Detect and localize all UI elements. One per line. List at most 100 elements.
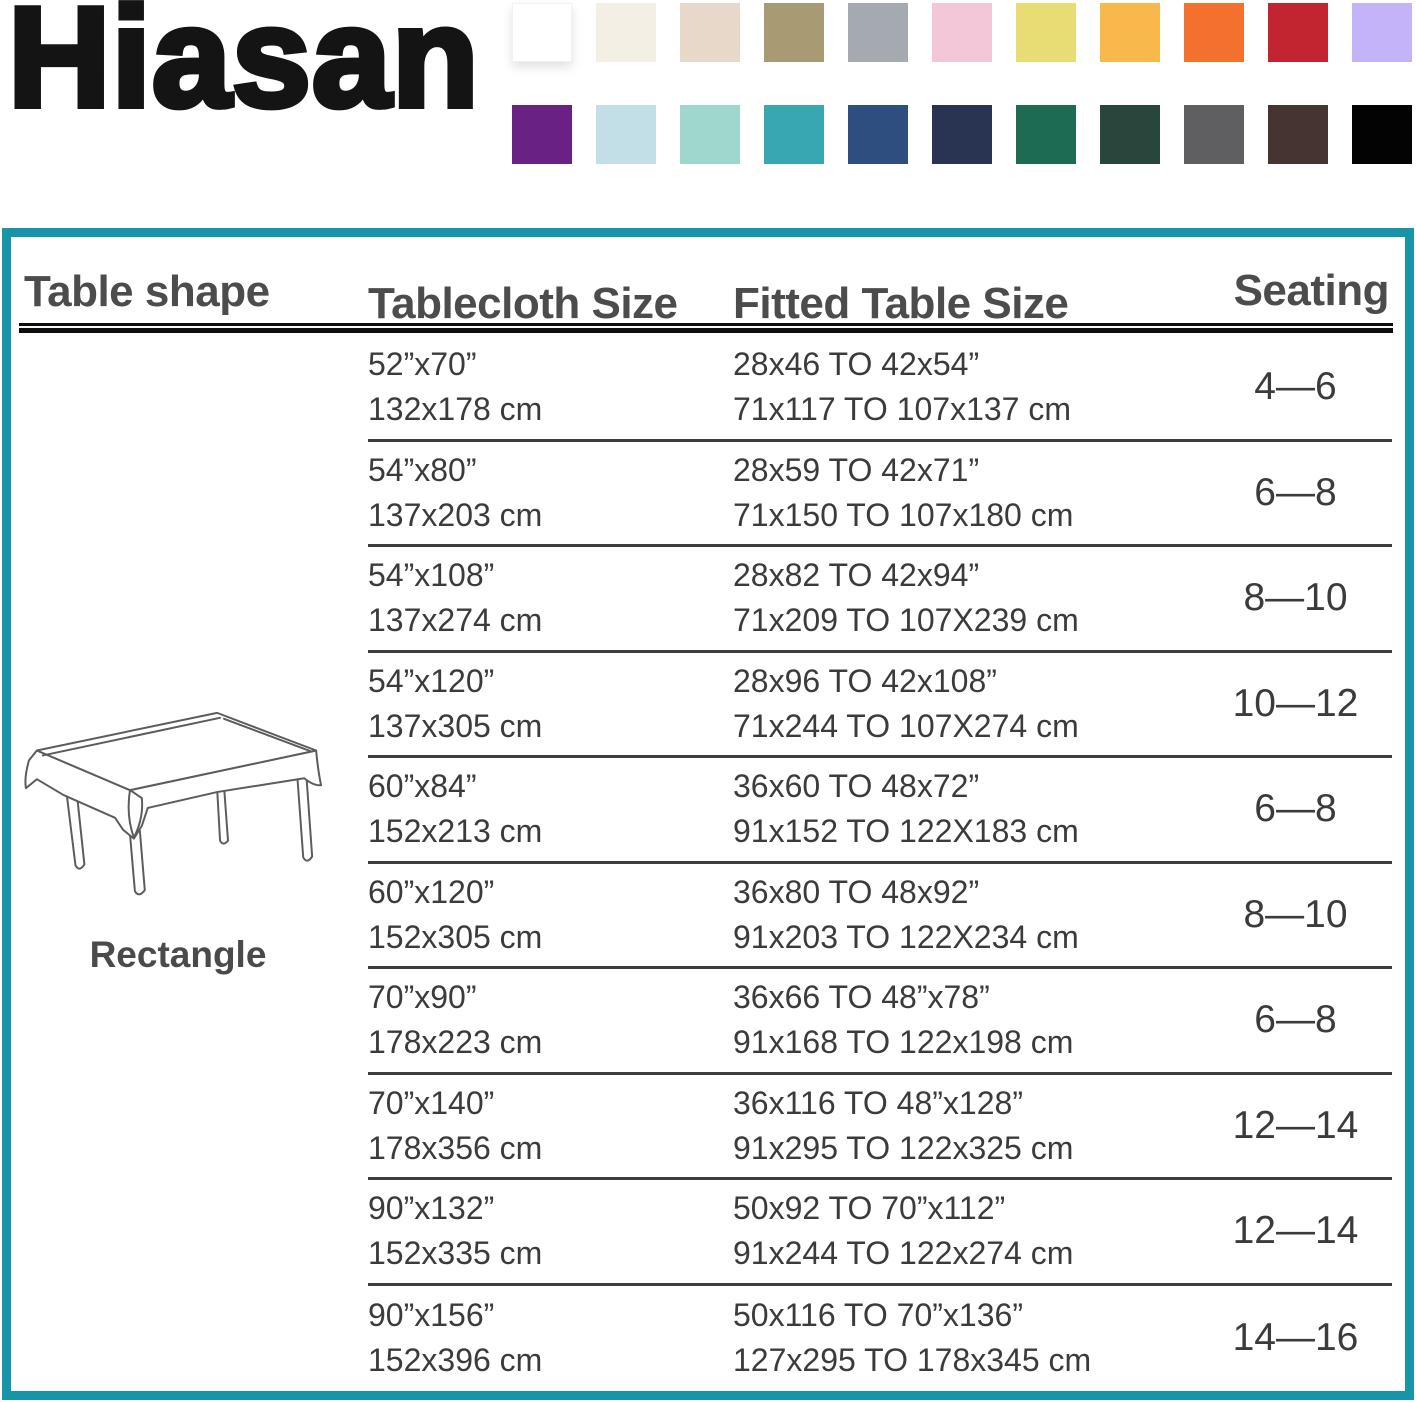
tablecloth-size-cm: 152x305 cm (368, 918, 543, 955)
color-swatch-aqua (680, 105, 740, 164)
fitted-size-cm: 71x209 TO 107X239 cm (733, 602, 1079, 639)
tablecloth-size-inches: 70”x90” (368, 979, 477, 1016)
tablecloth-size-cell: 54”x120” 137x305 cm (368, 659, 733, 749)
fitted-size-inches: 28x59 TO 42x71” (733, 451, 980, 488)
tablecloth-size-cell: 70”x140” 178x356 cm (368, 1081, 733, 1171)
fitted-size-cell: 28x46 TO 42x54” 71x117 TO 107x137 cm (733, 342, 1221, 432)
color-swatch-brown (1268, 105, 1328, 164)
tablecloth-size-cell: 54”x80” 137x203 cm (368, 448, 733, 538)
fitted-size-inches: 28x82 TO 42x94” (733, 557, 980, 594)
table-row: 52”x70” 132x178 cm 28x46 TO 42x54” 71x11… (368, 336, 1392, 442)
color-swatch-ivory (596, 3, 656, 62)
fitted-size-cell: 36x116 TO 48”x128” 91x295 TO 122x325 cm (733, 1081, 1221, 1171)
header-table-shape: Table shape (24, 267, 270, 316)
table-row: 54”x80” 137x203 cm 28x59 TO 42x71” 71x15… (368, 442, 1392, 547)
table-row: 60”x120” 152x305 cm 36x80 TO 48x92” 91x2… (368, 864, 1392, 969)
fitted-size-cm: 91x168 TO 122x198 cm (733, 1024, 1074, 1061)
table-row: 60”x84” 152x213 cm 36x60 TO 48x72” 91x15… (368, 758, 1392, 864)
table-row: 70”x140” 178x356 cm 36x116 TO 48”x128” 9… (368, 1075, 1392, 1180)
tablecloth-size-inches: 60”x120” (368, 873, 495, 910)
table-row: 70”x90” 178x223 cm 36x66 TO 48”x78” 91x1… (368, 969, 1392, 1075)
color-swatch-royal-blue (848, 105, 908, 164)
tablecloth-size-inches: 60”x84” (368, 768, 477, 805)
brand-logo: Hiasan (5, 0, 482, 140)
tablecloth-size-cell: 54”x108” 137x274 cm (368, 553, 733, 643)
tablecloth-size-cm: 152x396 cm (368, 1342, 543, 1379)
fitted-size-inches: 50x92 TO 70”x112” (733, 1190, 1006, 1227)
color-palette (512, 3, 1412, 164)
tablecloth-size-inches: 70”x140” (368, 1084, 495, 1121)
fitted-size-cell: 50x92 TO 70”x112” 91x244 TO 122x274 cm (733, 1186, 1221, 1276)
color-swatch-pink (932, 3, 992, 62)
rectangle-table-illustration (24, 711, 323, 896)
swatch-row-2 (512, 105, 1412, 164)
seating-cell: 4—6 (1254, 365, 1337, 409)
fitted-size-cell: 36x60 TO 48x72” 91x152 TO 122X183 cm (733, 764, 1221, 854)
seating-cell: 6—8 (1254, 470, 1337, 514)
size-rows: 52”x70” 132x178 cm 28x46 TO 42x54” 71x11… (368, 336, 1392, 1391)
color-swatch-yellow (1016, 3, 1076, 62)
tablecloth-size-inches: 54”x120” (368, 662, 495, 699)
color-swatch-taupe (764, 3, 824, 62)
tablecloth-size-cell: 52”x70” 132x178 cm (368, 342, 733, 432)
color-swatch-teal (764, 105, 824, 164)
fitted-size-inches: 36x80 TO 48x92” (733, 873, 980, 910)
fitted-size-cell: 36x66 TO 48”x78” 91x168 TO 122x198 cm (733, 975, 1221, 1065)
fitted-size-inches: 36x60 TO 48x72” (733, 768, 980, 805)
fitted-size-inches: 50x116 TO 70”x136” (733, 1297, 1023, 1334)
tablecloth-size-cell: 90”x132” 152x335 cm (368, 1186, 733, 1276)
tablecloth-size-cell: 60”x84” 152x213 cm (368, 764, 733, 854)
fitted-size-inches: 28x46 TO 42x54” (733, 346, 980, 383)
tablecloth-size-cell: 60”x120” 152x305 cm (368, 870, 733, 960)
color-swatch-purple (512, 105, 572, 164)
color-swatch-marigold (1100, 3, 1160, 62)
color-swatch-gray (848, 3, 908, 62)
fitted-size-cm: 91x203 TO 122X234 cm (733, 918, 1079, 955)
color-swatch-beige (680, 3, 740, 62)
fitted-size-cell: 28x96 TO 42x108” 71x244 TO 107X274 cm (733, 659, 1221, 749)
tablecloth-size-inches: 90”x132” (368, 1190, 495, 1227)
header-tablecloth-size: Tablecloth Size (368, 279, 678, 328)
seating-cell: 6—8 (1254, 787, 1337, 831)
color-swatch-navy (932, 105, 992, 164)
shape-label: Rectangle (89, 934, 267, 975)
swatch-row-1 (512, 3, 1412, 62)
color-swatch-lavender (1352, 3, 1412, 62)
color-swatch-emerald (1016, 105, 1076, 164)
fitted-size-inches: 36x66 TO 48”x78” (733, 979, 990, 1016)
tablecloth-size-cm: 152x213 cm (368, 813, 543, 850)
fitted-size-inches: 28x96 TO 42x108” (733, 662, 997, 699)
fitted-size-cm: 91x244 TO 122x274 cm (733, 1235, 1074, 1272)
fitted-size-cm: 91x295 TO 122x325 cm (733, 1129, 1074, 1166)
tablecloth-size-inches: 54”x80” (368, 451, 477, 488)
fitted-size-cell: 28x82 TO 42x94” 71x209 TO 107X239 cm (733, 553, 1221, 643)
color-swatch-red (1268, 3, 1328, 62)
tablecloth-size-cell: 90”x156” 152x396 cm (368, 1293, 733, 1383)
tablecloth-size-cm: 178x356 cm (368, 1129, 543, 1166)
table-row: 54”x108” 137x274 cm 28x82 TO 42x94” 71x2… (368, 547, 1392, 653)
header-fitted-table-size: Fitted Table Size (733, 279, 1069, 328)
table-row: 90”x156” 152x396 cm 50x116 TO 70”x136” 1… (368, 1286, 1392, 1392)
seating-cell: 12—14 (1232, 1209, 1359, 1253)
color-swatch-forest-green (1100, 105, 1160, 164)
header-seating: Seating (1233, 266, 1390, 315)
fitted-size-cell: 36x80 TO 48x92” 91x203 TO 122X234 cm (733, 870, 1221, 960)
header-divider (19, 323, 1393, 333)
seating-cell: 14—16 (1232, 1316, 1359, 1360)
fitted-size-cm: 71x117 TO 107x137 cm (733, 391, 1071, 428)
table-row: 90”x132” 152x335 cm 50x92 TO 70”x112” 91… (368, 1180, 1392, 1286)
fitted-size-cell: 28x59 TO 42x71” 71x150 TO 107x180 cm (733, 448, 1221, 538)
fitted-size-cm: 91x152 TO 122X183 cm (733, 813, 1079, 850)
seating-cell: 12—14 (1232, 1103, 1359, 1147)
table-row: 54”x120” 137x305 cm 28x96 TO 42x108” 71x… (368, 653, 1392, 758)
tablecloth-size-inches: 90”x156” (368, 1297, 495, 1334)
tablecloth-size-inches: 54”x108” (368, 557, 495, 594)
tablecloth-size-cm: 137x203 cm (368, 496, 543, 533)
fitted-size-inches: 36x116 TO 48”x128” (733, 1084, 1023, 1121)
color-swatch-white (512, 3, 572, 62)
tablecloth-size-cm: 152x335 cm (368, 1235, 543, 1272)
fitted-size-cell: 50x116 TO 70”x136” 127x295 TO 178x345 cm (733, 1293, 1221, 1383)
seating-cell: 6—8 (1254, 998, 1337, 1042)
tablecloth-size-cm: 178x223 cm (368, 1024, 543, 1061)
seating-cell: 8—10 (1243, 892, 1348, 936)
